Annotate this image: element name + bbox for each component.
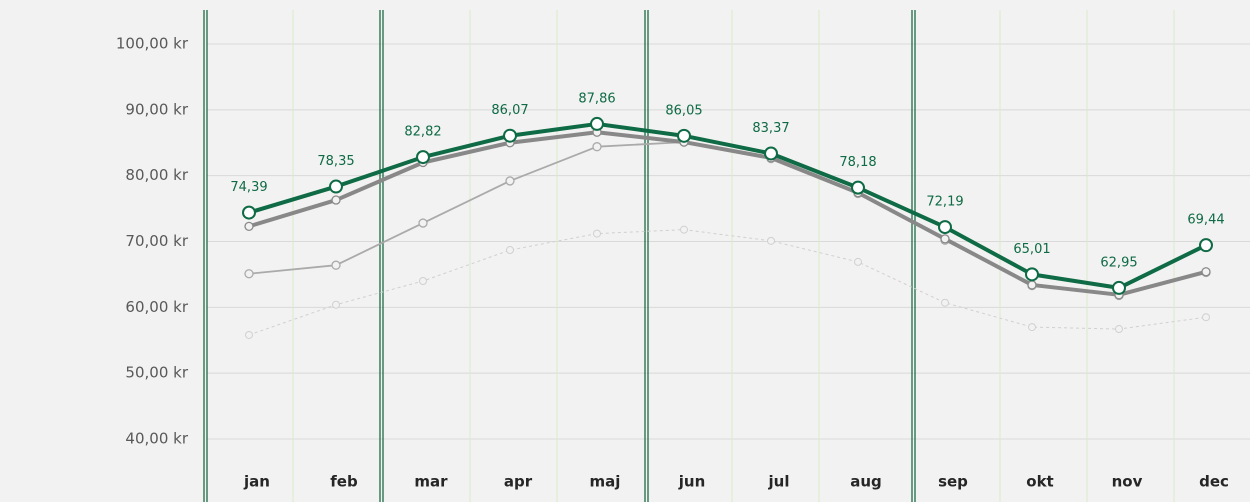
point xyxy=(419,277,427,285)
point xyxy=(593,229,601,238)
point xyxy=(244,221,254,232)
point xyxy=(1202,313,1210,322)
point xyxy=(1199,238,1213,253)
point xyxy=(854,257,862,266)
data-label: 62,95 xyxy=(1100,255,1137,270)
x-tick-label: sep xyxy=(938,473,968,491)
data-label: 69,44 xyxy=(1187,213,1224,228)
y-tick-label: 80,00 kr xyxy=(125,166,188,184)
y-tick-label: 50,00 kr xyxy=(125,364,188,382)
point xyxy=(1028,323,1036,332)
point xyxy=(940,234,950,244)
point xyxy=(941,298,949,307)
data-label: 78,18 xyxy=(839,155,876,170)
y-tick-label: 90,00 kr xyxy=(125,100,188,118)
point xyxy=(1112,280,1126,295)
x-tick-label: maj xyxy=(590,473,621,491)
y-tick-label: 100,00 kr xyxy=(116,35,189,53)
point xyxy=(680,225,688,234)
point xyxy=(506,246,514,255)
point xyxy=(1025,267,1039,282)
data-label: 87,86 xyxy=(578,91,615,106)
series-line xyxy=(248,121,1207,290)
point xyxy=(331,260,341,270)
point xyxy=(1115,325,1123,334)
y-tick-label: 40,00 kr xyxy=(125,430,188,448)
x-tick-label: okt xyxy=(1026,473,1053,491)
x-tick-label: jul xyxy=(768,473,790,491)
data-label: 72,19 xyxy=(926,195,963,210)
point xyxy=(1201,267,1211,277)
point xyxy=(1027,280,1037,290)
y-tick-label: 70,00 kr xyxy=(125,232,188,250)
quarter-separators xyxy=(203,10,916,502)
point xyxy=(764,146,778,161)
point xyxy=(242,205,256,220)
y-tick-label: 60,00 kr xyxy=(125,298,188,316)
x-tick-label: jun xyxy=(678,473,706,491)
data-label: 83,37 xyxy=(752,121,789,136)
point xyxy=(329,179,343,194)
data-label: 86,05 xyxy=(665,103,702,118)
x-tick-label: mar xyxy=(414,473,448,491)
x-tick-label: feb xyxy=(330,473,358,491)
point xyxy=(677,128,691,143)
point xyxy=(418,218,428,228)
point xyxy=(590,116,604,131)
grid xyxy=(207,43,1250,440)
point xyxy=(505,176,515,186)
point xyxy=(503,128,517,143)
point xyxy=(245,330,253,339)
data-label: 82,82 xyxy=(404,125,441,140)
point xyxy=(851,180,865,195)
point xyxy=(331,195,341,205)
x-tick-label: aug xyxy=(850,473,882,491)
data-label: 65,01 xyxy=(1013,242,1050,257)
data-label: 86,07 xyxy=(491,103,528,118)
data-label: 74,39 xyxy=(230,180,267,195)
x-tick-label: nov xyxy=(1112,473,1143,491)
point xyxy=(416,150,430,165)
point xyxy=(938,220,952,235)
x-tick-label: jan xyxy=(243,473,270,491)
x-tick-label: dec xyxy=(1199,473,1229,491)
data-label: 78,35 xyxy=(317,154,354,169)
point xyxy=(767,236,775,245)
series-line xyxy=(248,141,1207,297)
series-line xyxy=(248,229,1207,336)
point xyxy=(592,142,602,152)
series-line xyxy=(248,130,1207,297)
point xyxy=(332,300,340,309)
point xyxy=(244,269,254,279)
x-tick-label: apr xyxy=(504,473,533,491)
